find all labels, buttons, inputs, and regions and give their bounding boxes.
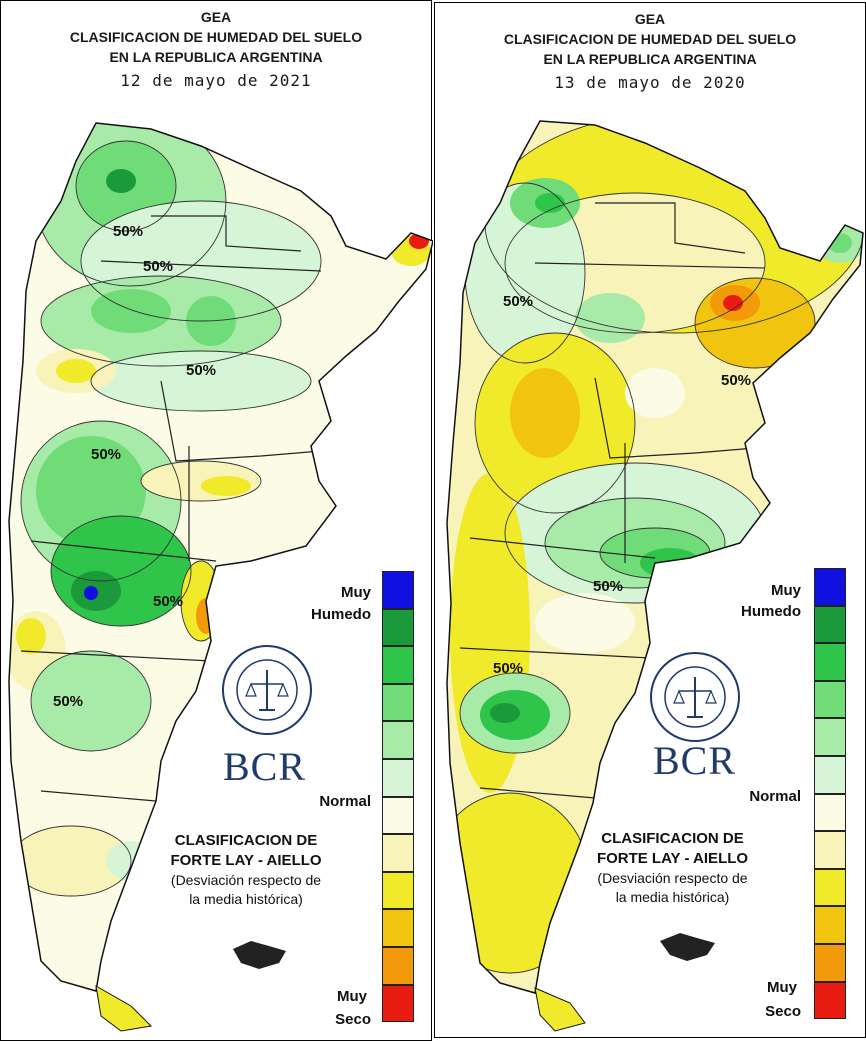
contour-label-50: 50% (153, 593, 183, 610)
legend-swatch (814, 755, 846, 794)
map-title-line2: EN LA REPUBLICA ARGENTINA (109, 49, 323, 65)
map-date: 13 de mayo de 2020 (554, 73, 746, 92)
bcr-logo: BCR (653, 738, 737, 783)
legend-swatch (382, 608, 414, 647)
map-title-line2: EN LA REPUBLICA ARGENTINA (543, 51, 757, 67)
contour-label-50: 50% (503, 293, 533, 310)
legend-label-muy: Muy (771, 582, 801, 599)
classification-note: CLASIFICACION DE FORTE LAY - AIELLO (Des… (565, 829, 780, 907)
contour-label-50: 50% (91, 446, 121, 463)
legend-swatch (814, 568, 846, 606)
contour-label-50: 50% (721, 372, 751, 389)
classification-line1: CLASIFICACION DE (601, 830, 744, 847)
legend-swatch (814, 718, 846, 756)
map-title-line1: CLASIFICACION DE HUMEDAD DEL SUELO (503, 31, 797, 47)
legend-label-muy: Muy (341, 584, 371, 601)
classification-line3: (Desviación respecto de (597, 870, 748, 886)
argentina-soil-moisture-map: 50% 50% 50% 50% (446, 120, 864, 1032)
classification-note: CLASIFICACION DE FORTE LAY - AIELLO (Des… (141, 831, 351, 909)
argentina-soil-moisture-map: 50% 50% 50% 50% 50% 50% (8, 122, 433, 1032)
legend-swatch (382, 758, 414, 797)
classification-line3: (Desviación respecto de (170, 872, 322, 888)
map-panel-2021: GEA CLASIFICACION DE HUMEDAD DEL SUELO E… (0, 0, 433, 1041)
legend-swatch (814, 981, 846, 1020)
legend-swatch (382, 946, 414, 985)
map-title-line1: CLASIFICACION DE HUMEDAD DEL SUELO (69, 29, 363, 45)
legend-swatch (382, 683, 414, 722)
map-panel-2020: GEA CLASIFICACION DE HUMEDAD DEL SUELO E… (434, 2, 866, 1038)
legend-label-muy: Muy (337, 988, 367, 1005)
contour-label-50: 50% (143, 258, 173, 275)
legend-swatch (382, 984, 414, 1023)
legend-scale (382, 571, 414, 1023)
contour-label-50: 50% (186, 362, 216, 379)
legend-swatch (814, 680, 846, 719)
bcr-seal-icon (650, 652, 740, 742)
legend-swatch (814, 793, 846, 832)
bcr-seal-icon (222, 645, 312, 735)
legend-swatch (814, 943, 846, 982)
malvinas-islands (233, 941, 286, 969)
legend-label-normal: Normal (749, 788, 801, 805)
classification-line4: la media histórica) (615, 889, 730, 905)
legend-swatch (814, 605, 846, 644)
legend-label-humedo: Humedo (311, 606, 371, 623)
contour-label-50: 50% (113, 223, 143, 240)
map-date: 12 de mayo de 2021 (120, 71, 312, 90)
legend-scale (814, 568, 846, 1020)
classification-line1: CLASIFICACION DE (174, 832, 318, 849)
legend-swatch (382, 646, 414, 684)
classification-line2: FORTE LAY - AIELLO (596, 850, 749, 867)
legend-label-humedo: Humedo (741, 603, 801, 620)
contour-label-50: 50% (593, 578, 623, 595)
legend-swatch (382, 834, 414, 872)
contour-label-50: 50% (493, 660, 523, 677)
legend-swatch (382, 571, 414, 609)
legend-swatch (814, 831, 846, 869)
legend-label-normal: Normal (319, 793, 371, 810)
classification-line2: FORTE LAY - AIELLO (170, 852, 322, 869)
legend-swatch (814, 906, 846, 944)
contour-label-50: 50% (53, 693, 83, 710)
legend-swatch (814, 643, 846, 681)
legend-label-seco: Seco (335, 1011, 371, 1028)
malvinas-islands (660, 933, 715, 961)
gea-label: GEA (200, 9, 232, 25)
legend-swatch (382, 871, 414, 910)
classification-line4: la media histórica) (189, 891, 303, 907)
bcr-logo: BCR (223, 744, 307, 789)
legend-swatch (382, 721, 414, 759)
legend-swatch (382, 796, 414, 835)
legend-label-seco: Seco (765, 1003, 801, 1020)
legend-label-muy: Muy (767, 979, 797, 996)
gea-label: GEA (634, 11, 666, 27)
legend-swatch (382, 909, 414, 947)
legend-swatch (814, 868, 846, 907)
